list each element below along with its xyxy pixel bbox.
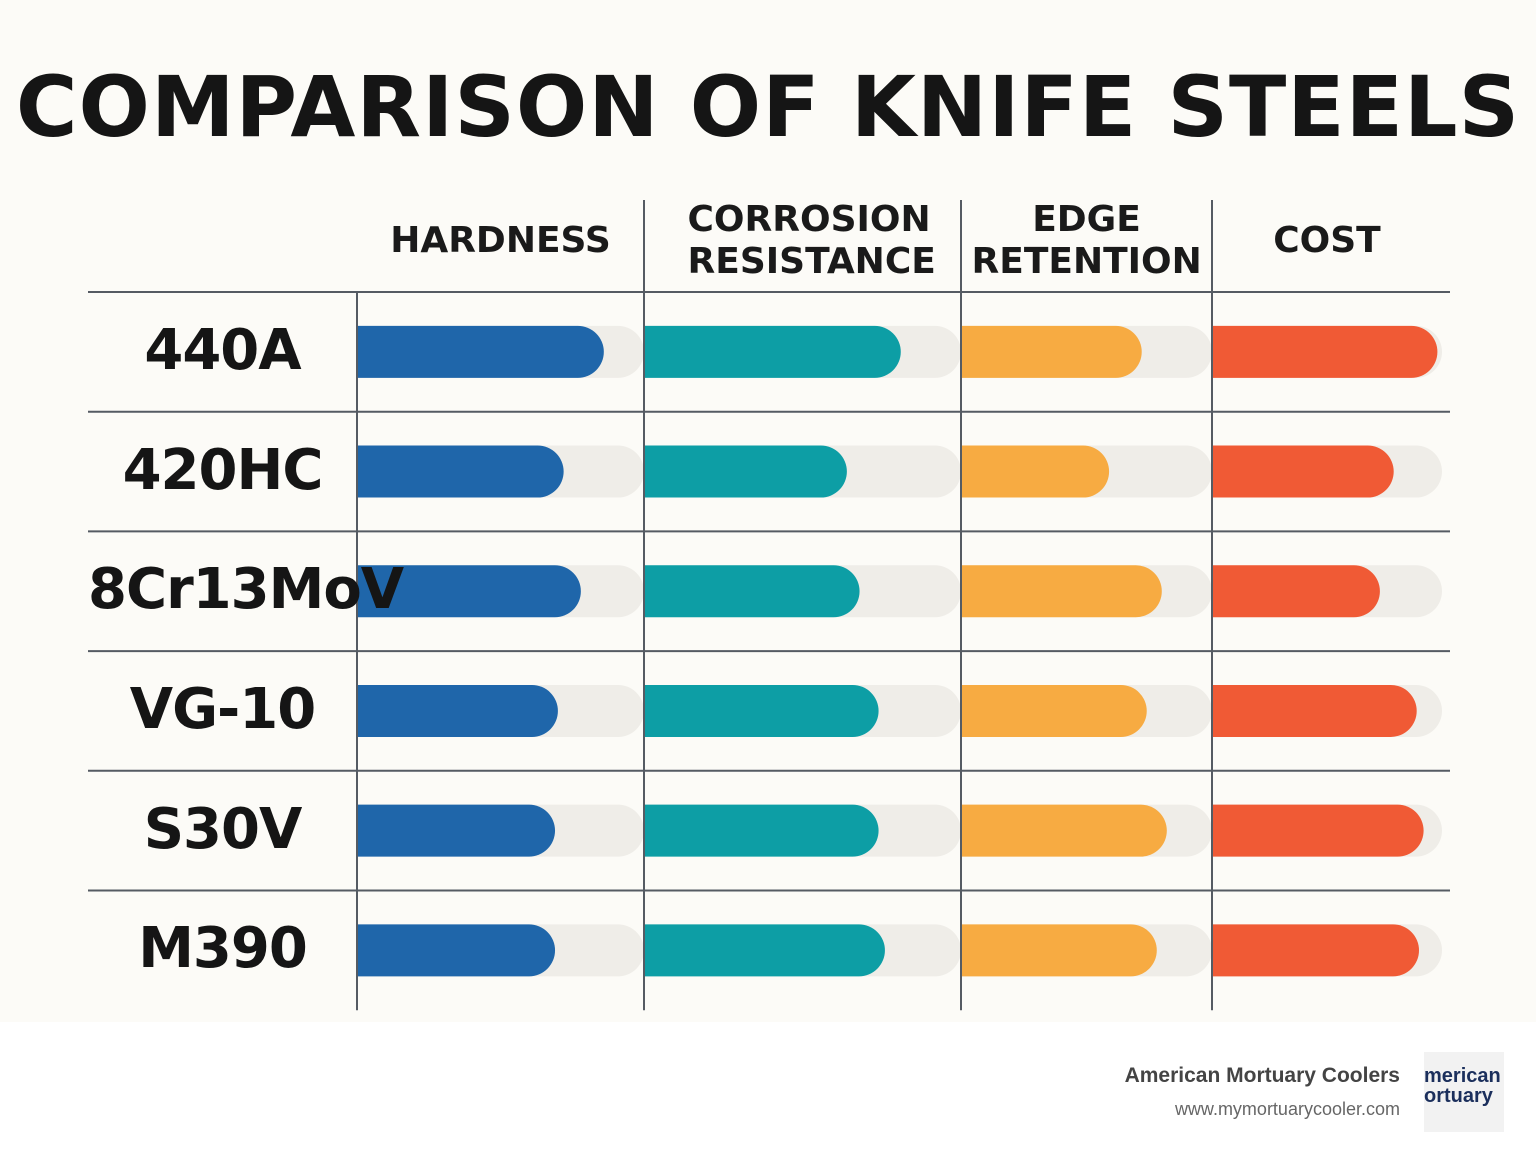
column-header-text: CORROSION RESISTANCE (687, 199, 936, 282)
bar (357, 804, 556, 857)
row-label: 8Cr13MoV (88, 557, 404, 622)
bar (644, 684, 879, 737)
brand: American Mortuary Coolers (1124, 1064, 1400, 1087)
bar (1212, 684, 1417, 737)
bar (357, 445, 564, 498)
bar (1212, 804, 1424, 857)
chart-title: COMPARISON OF KNIFE STEELS (15, 58, 1521, 156)
row-label: VG-10 (88, 677, 357, 742)
row-label-text: M390 (138, 916, 308, 982)
column-header-text: COST (1273, 220, 1381, 261)
bar (961, 684, 1147, 737)
bar (961, 804, 1167, 857)
logo-line: ortuary (1424, 1085, 1493, 1107)
bar (644, 924, 885, 977)
bar (961, 445, 1110, 498)
bar (1212, 924, 1419, 977)
bar (644, 325, 901, 378)
column-header: HARDNESS (357, 196, 644, 286)
bar (1212, 325, 1438, 378)
bar (357, 325, 604, 378)
bar (357, 924, 556, 977)
row-label-text: 440A (144, 317, 301, 383)
row-label: S30V (88, 797, 357, 862)
row-label: 420HC (88, 438, 357, 503)
bar (357, 684, 558, 737)
row-label: M390 (88, 916, 357, 981)
column-header-text: EDGE RETENTION (971, 199, 1202, 282)
row-label-text: S30V (143, 796, 303, 862)
row-label-text: 8Cr13MoV (88, 557, 404, 623)
row-label: 440A (88, 318, 357, 383)
url: www.mymortuarycooler.com (1174, 1099, 1400, 1119)
bar (1212, 565, 1380, 618)
bar (644, 565, 860, 618)
row-label-text: 420HC (122, 437, 324, 503)
row-label-text: VG-10 (129, 676, 316, 742)
column-header: CORROSION RESISTANCE (644, 196, 961, 286)
bar (961, 325, 1142, 378)
bar (644, 804, 879, 857)
bar (357, 565, 581, 618)
bar (961, 924, 1157, 977)
column-header: EDGE RETENTION (961, 196, 1212, 286)
column-header: COST (1212, 196, 1442, 286)
bar (1212, 445, 1394, 498)
bar (644, 445, 847, 498)
logo: merican ortuary (1424, 1052, 1504, 1132)
bar (961, 565, 1162, 618)
column-header-text: HARDNESS (390, 220, 611, 261)
logo-line: merican (1424, 1065, 1501, 1087)
